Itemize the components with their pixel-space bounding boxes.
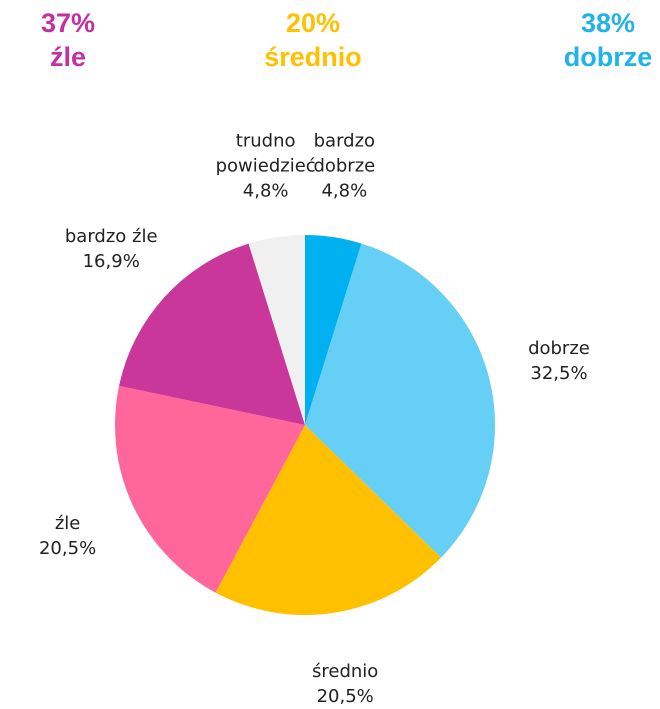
pie-slice	[115, 385, 305, 593]
slice-name: bardzo źle	[64, 225, 158, 247]
slice-label: średnio 20,5%	[283, 659, 407, 709]
pie-slice	[119, 243, 305, 425]
slice-name: dobrze	[528, 337, 590, 359]
pie-slice	[305, 243, 496, 558]
slice-name: trudno powiedzieć	[215, 130, 316, 177]
summary-value: 37%	[40, 8, 96, 38]
summary-item: 38% dobrze	[508, 6, 660, 74]
summary-label: średnio	[264, 42, 362, 72]
slice-name: średnio	[312, 660, 379, 682]
summary-item: 37% źle	[0, 6, 168, 74]
pie-slice	[215, 425, 442, 615]
slice-label: bardzo dobrze 4,8%	[282, 128, 406, 203]
summary-label: dobrze	[563, 42, 653, 72]
slice-label: trudno powiedzieć 4,8%	[204, 128, 328, 203]
slice-name: bardzo dobrze	[313, 130, 376, 177]
slice-value: 16,9%	[82, 250, 140, 272]
slice-label: bardzo źle 16,9%	[49, 224, 173, 274]
slice-value: 20,5%	[38, 537, 97, 559]
slice-value: 20,5%	[316, 685, 374, 707]
slice-name: źle	[54, 512, 81, 534]
slice-label: dobrze 32,5%	[497, 336, 621, 386]
slice-label: źle 20,5%	[6, 511, 130, 561]
pie-slice	[248, 235, 305, 425]
summary-item: 20% średnio	[213, 6, 413, 74]
slice-value: 4,8%	[242, 180, 289, 202]
slice-value: 4,8%	[321, 180, 368, 202]
slice-value: 32,5%	[530, 362, 588, 384]
summary-value: 20%	[285, 8, 341, 38]
summary-label: źle	[49, 42, 87, 72]
summary-value: 38%	[580, 8, 636, 38]
pie-slice	[305, 235, 362, 425]
